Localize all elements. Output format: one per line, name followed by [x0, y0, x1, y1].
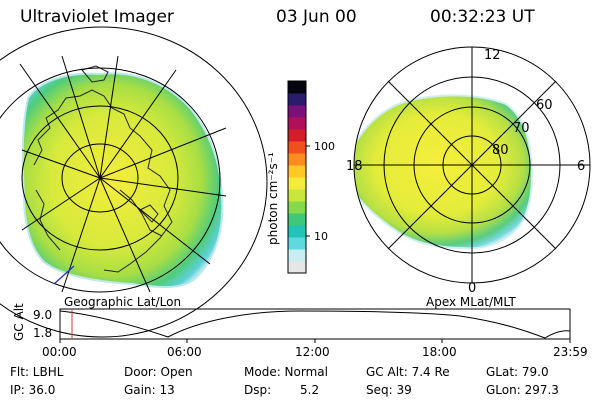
colorbar-segment [288, 225, 306, 238]
altitude-curve [59, 310, 571, 339]
geographic-caption: Geographic Lat/Lon [64, 295, 182, 309]
mlt-label-6: 6 [577, 159, 585, 174]
status-seq: Seq: 39 [366, 383, 412, 397]
colorbar-segment [288, 105, 306, 118]
auroral-emission-left [21, 72, 224, 289]
colorbar-segment [288, 129, 306, 142]
altitude-ytick-high: 9.0 [33, 308, 53, 322]
mlt-line-diag-2 [387, 80, 557, 250]
colorbar-segment [288, 81, 306, 94]
colorbar-segment [288, 141, 306, 154]
apex-caption: Apex MLat/MLT [426, 295, 516, 309]
colorbar-segments [288, 81, 306, 274]
instrument-title: Ultraviolet Imager [20, 7, 174, 27]
status-dsp-value: 5.2 [300, 383, 320, 397]
colorbar-segment [288, 165, 306, 178]
status-ip: IP: 36.0 [10, 383, 56, 397]
colorbar-label-100: 100 [314, 140, 335, 153]
xtick-label-1800: 18:00 [422, 345, 457, 359]
colorbar-segment [288, 261, 306, 274]
colorbar-segment [288, 213, 306, 226]
colorbar-segment [288, 237, 306, 250]
status-gc-alt: GC Alt: 7.4 Re [366, 365, 450, 379]
colorbar-segment [288, 117, 306, 130]
colorbar-unit-label: photon cm⁻²s⁻¹ [266, 152, 280, 245]
colorbar-segment [288, 189, 306, 202]
terminator-line [53, 265, 75, 285]
colorbar-segment [288, 93, 306, 106]
status-door: Door: Open [124, 365, 193, 379]
altitude-plot [59, 308, 571, 343]
landmass-outline [33, 65, 173, 273]
mlat-label-60: 60 [536, 98, 553, 113]
status-mode: Mode: Normal [244, 365, 328, 379]
apex-polar-plot: 12 18 6 0 60 70 80 [346, 46, 591, 296]
mlt-label-12: 12 [484, 48, 501, 63]
colorbar-segment [288, 201, 306, 214]
colorbar-segment [288, 177, 306, 190]
mlt-label-0: 0 [468, 281, 476, 296]
geographic-image [0, 26, 268, 338]
status-glon: GLon: 297.3 [486, 383, 559, 397]
altitude-ylabel: GC Alt [12, 303, 26, 341]
status-dsp-label: Dsp: [244, 383, 272, 397]
xtick-label-1200: 12:00 [295, 345, 330, 359]
status-gain: Gain: 13 [124, 383, 175, 397]
xtick-label-2359: 23:59 [553, 345, 588, 359]
mlat-label-70: 70 [513, 121, 530, 136]
xtick-label-0000: 00:00 [42, 345, 77, 359]
auroral-emission-right [354, 94, 533, 250]
lat-lon-grid [0, 26, 268, 338]
status-glat: GLat: 79.0 [486, 365, 549, 379]
mlat-label-80: 80 [492, 143, 509, 158]
xtick-label-0600: 06:00 [167, 345, 202, 359]
mlt-label-18: 18 [346, 159, 363, 174]
status-filter: Flt: LBHL [10, 365, 64, 379]
altitude-ytick-low: 1.8 [33, 326, 53, 340]
colorbar: 100 10 photon cm⁻²s⁻¹ [266, 80, 335, 274]
colorbar-segment [288, 153, 306, 166]
colorbar-segment [288, 249, 306, 262]
colorbar-label-10: 10 [314, 230, 328, 243]
colorbar-frame [287, 80, 307, 274]
image-time: 00:32:23 UT [430, 7, 535, 27]
altitude-plot-frame [59, 308, 571, 340]
image-date: 03 Jun 00 [276, 7, 357, 27]
